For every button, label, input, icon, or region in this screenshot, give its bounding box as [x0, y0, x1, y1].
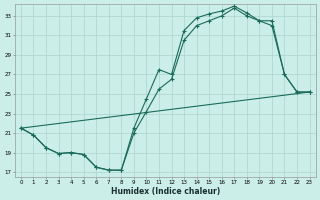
X-axis label: Humidex (Indice chaleur): Humidex (Indice chaleur): [111, 187, 220, 196]
